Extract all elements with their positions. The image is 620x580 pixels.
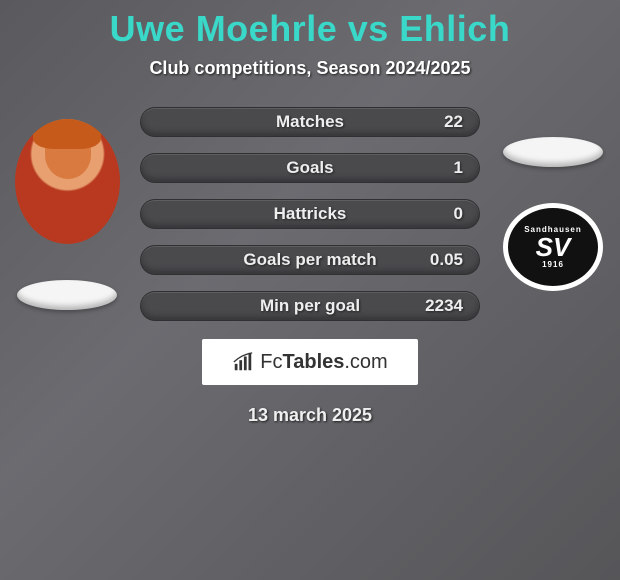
club-center: SV	[536, 234, 571, 260]
player-a-name: Uwe Moehrle	[110, 8, 338, 49]
stat-label: Hattricks	[274, 204, 347, 224]
stat-label: Goals	[286, 158, 333, 178]
stat-value: 1	[454, 158, 463, 178]
stat-row-matches: Matches 22	[140, 107, 480, 137]
player-b-flag-pill	[503, 137, 603, 167]
watermark-badge: FcTables.com	[202, 339, 418, 385]
watermark-text: FcTables.com	[260, 351, 387, 374]
stat-label: Min per goal	[260, 296, 360, 316]
content-row: Matches 22 Goals 1 Hattricks 0 Goals per…	[0, 107, 620, 321]
player-b-club-logo: Sandhausen SV 1916	[503, 203, 603, 291]
stat-value: 0.05	[430, 250, 463, 270]
player-a-photo	[15, 119, 120, 244]
right-side-column: Sandhausen SV 1916	[498, 137, 608, 291]
stat-value: 22	[444, 112, 463, 132]
vs-text: vs	[348, 8, 389, 49]
player-a-flag-pill	[17, 280, 117, 310]
subtitle: Club competitions, Season 2024/2025	[0, 58, 620, 79]
watermark-suffix: Tables	[283, 351, 345, 373]
stat-row-mpg: Min per goal 2234	[140, 291, 480, 321]
comparison-title: Uwe Moehrle vs Ehlich	[0, 0, 620, 50]
stat-label: Goals per match	[243, 250, 376, 270]
stat-label: Matches	[276, 112, 344, 132]
club-arc-bottom: 1916	[542, 260, 564, 269]
bar-chart-icon	[232, 351, 254, 373]
stat-row-gpm: Goals per match 0.05	[140, 245, 480, 275]
stat-row-hattricks: Hattricks 0	[140, 199, 480, 229]
watermark-tld: .com	[344, 351, 387, 373]
left-side-column	[12, 119, 122, 310]
stat-value: 0	[454, 204, 463, 224]
stat-value: 2234	[425, 296, 463, 316]
stat-row-goals: Goals 1	[140, 153, 480, 183]
stats-column: Matches 22 Goals 1 Hattricks 0 Goals per…	[140, 107, 480, 321]
player-b-name: Ehlich	[399, 8, 510, 49]
date-text: 13 march 2025	[0, 405, 620, 426]
watermark-prefix: Fc	[260, 351, 282, 373]
